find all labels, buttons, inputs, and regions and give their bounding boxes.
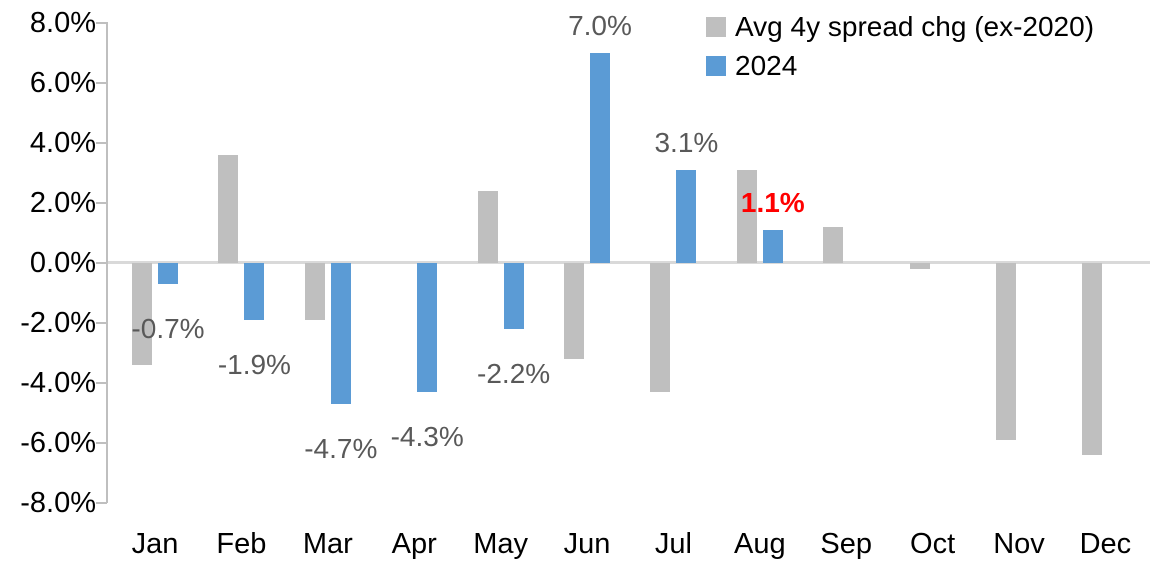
bar-2024-mar — [330, 262, 351, 404]
zero-baseline — [108, 261, 1150, 264]
x-axis-label-jun: Jun — [563, 528, 611, 560]
y-axis-tick-mark — [96, 441, 107, 444]
bar-avg4y-dec — [1082, 262, 1103, 455]
y-axis-line — [106, 22, 108, 503]
x-axis-label-may: May — [473, 528, 528, 560]
x-axis-label-apr: Apr — [391, 528, 437, 560]
x-axis-label-aug: Aug — [733, 528, 786, 560]
x-axis-label-mar: Mar — [302, 528, 353, 560]
y-axis-tick-mark — [96, 501, 107, 504]
y-axis-tick-label: -6.0% — [20, 426, 96, 459]
legend-swatch-blue — [706, 56, 726, 76]
bar-avg4y-aug — [736, 169, 757, 263]
data-label-jul: 3.1% — [654, 126, 719, 158]
y-axis-tick-label: 2.0% — [29, 186, 96, 219]
legend-item-avg-4y: Avg 4y spread chg (ex-2020) — [706, 12, 1094, 42]
bar-avg4y-mar — [304, 262, 325, 320]
x-axis-label-jan: Jan — [131, 528, 179, 560]
bar-2024-jan — [158, 262, 178, 284]
bar-avg4y-jun — [564, 262, 584, 359]
bar-avg4y-oct — [909, 262, 930, 269]
x-axis-label-feb: Feb — [216, 528, 267, 560]
bar-avg4y-sep — [823, 226, 844, 263]
y-axis-tick-mark — [96, 381, 107, 384]
data-label-apr: -4.3% — [390, 420, 464, 452]
legend-label-2024: 2024 — [735, 50, 798, 81]
bar-avg4y-feb — [218, 154, 239, 263]
y-axis-tick-label: 6.0% — [29, 66, 96, 99]
legend-label-avg-4y: Avg 4y spread chg (ex-2020) — [735, 11, 1095, 42]
bar-avg4y-jul — [650, 262, 671, 392]
x-axis-label-jul: Jul — [654, 528, 692, 560]
data-label-mar: -4.7% — [304, 432, 378, 464]
legend-item-2024: 2024 — [706, 51, 1094, 81]
y-axis-tick-mark — [96, 21, 107, 24]
bar-avg4y-nov — [996, 262, 1016, 440]
x-axis-label-sep: Sep — [820, 528, 872, 560]
y-axis-tick-label: 0.0% — [29, 246, 96, 279]
y-axis-tick-mark — [96, 201, 107, 204]
y-axis-tick-mark — [96, 141, 107, 144]
y-axis-tick-label: 8.0% — [29, 6, 96, 39]
y-axis-tick-label: -8.0% — [20, 486, 96, 519]
legend: Avg 4y spread chg (ex-2020) 2024 — [706, 12, 1094, 90]
y-axis-tick-mark — [96, 81, 107, 84]
y-axis-tick-label: 4.0% — [29, 126, 96, 159]
x-axis-label-dec: Dec — [1079, 528, 1132, 560]
data-label-may: -2.2% — [477, 357, 551, 389]
legend-swatch-gray — [706, 17, 726, 37]
bar-avg4y-may — [477, 190, 498, 263]
bar-2024-aug — [762, 229, 783, 263]
x-axis-label-nov: Nov — [993, 528, 1045, 560]
bar-2024-feb — [244, 262, 265, 320]
bar-2024-jul — [676, 169, 697, 263]
y-axis-tick-label: -4.0% — [20, 366, 96, 399]
bar-2024-jun — [590, 52, 610, 263]
x-axis-label-oct: Oct — [910, 528, 956, 560]
y-axis-tick-mark — [96, 321, 107, 324]
data-label-aug: 1.1% — [740, 186, 805, 218]
data-label-jun: 7.0% — [568, 9, 632, 41]
y-axis-tick-label: -2.0% — [20, 306, 96, 339]
bar-avg4y-jan — [132, 262, 152, 365]
data-label-feb: -1.9% — [217, 348, 291, 380]
y-axis-tick-mark — [96, 261, 107, 264]
bar-2024-apr — [417, 262, 438, 392]
data-label-jan: -0.7% — [131, 312, 205, 344]
bar-2024-may — [503, 262, 524, 329]
